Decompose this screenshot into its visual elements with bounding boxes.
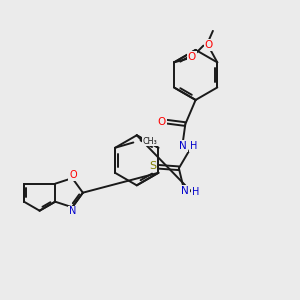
- Text: S: S: [149, 161, 156, 171]
- Text: N: N: [69, 206, 76, 216]
- Text: O: O: [204, 40, 213, 50]
- Text: O: O: [158, 117, 166, 127]
- Text: H: H: [190, 142, 197, 152]
- Text: O: O: [69, 170, 77, 180]
- Text: N: N: [182, 186, 189, 196]
- Text: N: N: [179, 141, 187, 151]
- Text: O: O: [188, 52, 196, 61]
- Text: CH₃: CH₃: [143, 137, 158, 146]
- Text: H: H: [192, 187, 200, 196]
